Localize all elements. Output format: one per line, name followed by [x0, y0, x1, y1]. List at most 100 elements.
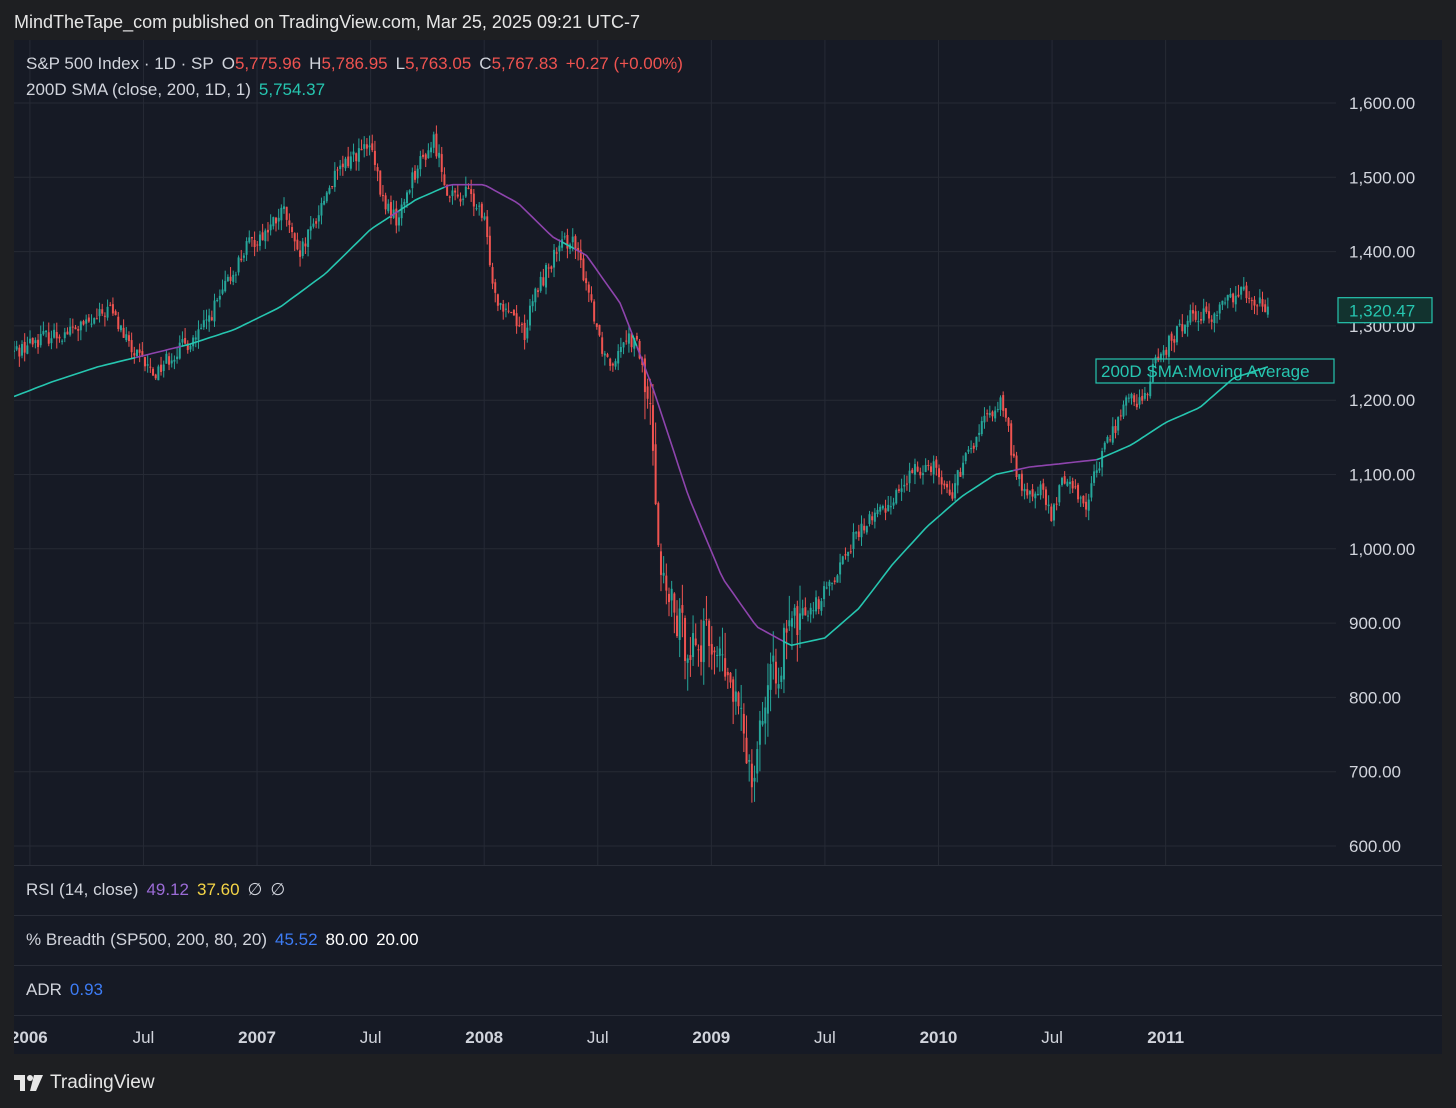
candle-body	[903, 484, 906, 487]
candle-body	[528, 305, 531, 326]
candle-body	[753, 777, 756, 782]
candle-body	[1044, 489, 1047, 505]
candle-body	[50, 338, 53, 344]
candle-body	[750, 763, 753, 788]
candle-body	[807, 615, 810, 617]
sma-line-segment	[573, 247, 634, 336]
candle-body	[946, 484, 949, 488]
candle-body	[109, 304, 112, 306]
candle-body	[480, 203, 483, 218]
sma-line-segment	[635, 345, 784, 642]
candle-body	[561, 239, 564, 248]
candle-body	[21, 344, 24, 356]
candle-body	[638, 341, 641, 359]
candle-body	[654, 444, 657, 505]
candle-body	[566, 235, 569, 249]
pane-divider-adr[interactable]	[14, 965, 1442, 966]
candle-body	[478, 205, 481, 207]
candle-body	[520, 323, 523, 325]
candle-body	[26, 345, 29, 354]
candle-body	[545, 265, 548, 288]
chart-frame[interactable]: 1,600.00 1,500.00 1,400.00 1,300.00 1,200.00…	[14, 40, 1442, 1054]
candle-body	[590, 294, 593, 301]
candle-body	[1007, 417, 1010, 426]
pane-divider-rsi[interactable]	[14, 865, 1442, 866]
candle-body	[889, 506, 892, 508]
candle-body	[1119, 415, 1122, 417]
legend-high-label: H	[309, 54, 322, 73]
candle-body	[999, 397, 1002, 410]
candle-body	[242, 255, 245, 258]
candle-body	[718, 648, 721, 656]
candle-body	[103, 315, 106, 317]
candle-body	[331, 186, 334, 188]
adr-label[interactable]: ADR	[26, 980, 62, 999]
candle-body	[825, 587, 828, 589]
candle-body	[55, 332, 58, 339]
candle-body	[924, 464, 927, 472]
candle-body	[721, 654, 724, 656]
candle-body	[587, 284, 590, 293]
candle-body	[745, 737, 748, 764]
candle-body	[742, 713, 745, 734]
candle-body	[1143, 392, 1146, 399]
candle-body	[397, 217, 400, 226]
candle-body	[919, 471, 922, 476]
rsi-label[interactable]: RSI (14, close)	[26, 880, 139, 899]
candle-body	[1077, 484, 1080, 500]
legend-symbol[interactable]: S&P 500 Index · 1D · SP	[26, 54, 214, 73]
footer-brand[interactable]: TradingView	[14, 1072, 155, 1094]
candle-body	[149, 366, 152, 368]
candle-body	[14, 350, 15, 352]
candle-body	[536, 290, 539, 292]
candle-body	[913, 464, 916, 475]
candle-body	[1101, 450, 1104, 468]
candle-body	[186, 343, 189, 351]
candle-body	[1234, 295, 1237, 305]
candle-body	[365, 144, 368, 149]
candle-body	[571, 236, 574, 243]
sma-legend-label[interactable]: 200D SMA (close, 200, 1D, 1)	[26, 80, 251, 99]
candle-body	[61, 340, 64, 342]
sma-line-segment	[135, 345, 182, 359]
pane-divider-breadth[interactable]	[14, 915, 1442, 916]
candle-body	[857, 531, 860, 538]
candle-body	[79, 321, 82, 331]
candle-body	[948, 489, 951, 495]
candle-body	[93, 318, 96, 324]
candle-body	[897, 489, 900, 491]
x-tick-label: 2008	[465, 1028, 503, 1047]
candle-body	[1218, 304, 1221, 314]
candle-body	[772, 655, 775, 662]
candle-body	[226, 276, 229, 282]
candle-body	[499, 302, 502, 306]
candle-body	[761, 720, 764, 725]
candle-body	[39, 333, 42, 346]
candle-body	[85, 319, 88, 324]
candle-body	[312, 223, 315, 227]
candle-body	[1018, 473, 1021, 480]
candle-body	[141, 351, 144, 357]
candle-body	[467, 187, 470, 189]
candle-body	[339, 165, 342, 170]
candle-body	[686, 658, 689, 663]
breadth-label[interactable]: % Breadth (SP500, 200, 80, 20)	[26, 930, 267, 949]
candle-body	[1248, 297, 1251, 299]
candle-body	[662, 572, 665, 576]
candle-body	[135, 349, 138, 357]
candle-body	[550, 266, 553, 269]
candle-body	[266, 229, 269, 233]
price-chart[interactable]: 1,600.001,500.001,400.001,300.001,200.00…	[14, 40, 1442, 1054]
candle-body	[168, 356, 171, 365]
candle-body	[491, 267, 494, 284]
rsi-legend: RSI (14, close) 49.12 37.60 ∅ ∅	[26, 880, 285, 900]
candle-body	[363, 144, 366, 149]
candle-body	[790, 618, 793, 627]
candle-body	[1232, 293, 1235, 303]
candle-body	[887, 504, 890, 512]
candle-body	[189, 345, 192, 350]
candle-body	[705, 619, 708, 621]
candle-body	[1167, 335, 1170, 357]
candle-body	[210, 317, 213, 321]
y-tick-label: 1,400.00	[1349, 243, 1415, 262]
